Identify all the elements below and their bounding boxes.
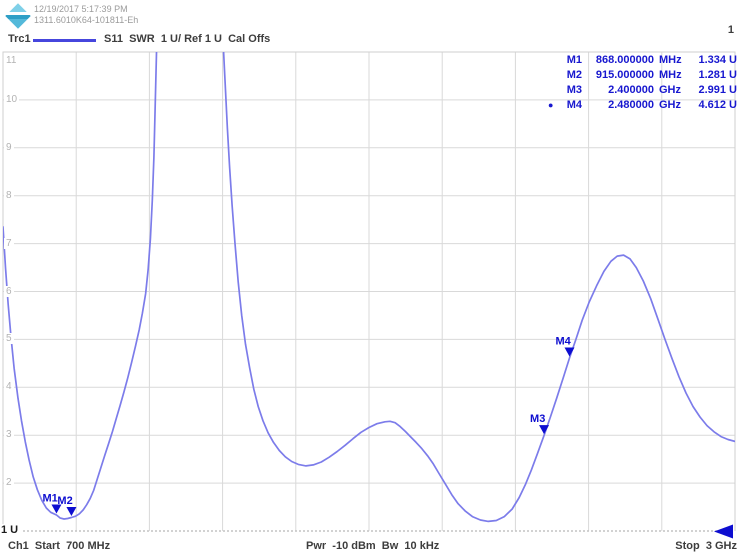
marker-freq: 868.000000 [595,54,654,66]
sweep-indicator-icon [714,524,733,539]
marker-dot [548,84,556,99]
marker-label-m2[interactable]: M2 [57,495,72,507]
y-tick-label: 4 [4,381,14,393]
marker-freq: 915.000000 [595,69,654,81]
marker-name: M4 [566,99,582,111]
trace-settings-label[interactable]: S11 SWR 1 U/ Ref 1 U Cal Offs [104,33,271,45]
y-tick-label: 9 [4,141,14,153]
marker-val: 1.334 U [698,54,737,66]
trace-legend-line [33,39,96,42]
channel-start-label[interactable]: Ch1 Start 700 MHz [8,540,111,552]
power-bandwidth-label[interactable]: Pwr -10 dBm Bw 10 kHz [306,540,440,552]
marker-dot [548,69,556,84]
y-tick-label: 8 [4,189,14,201]
y-tick-label: 7 [4,237,14,249]
marker-label-m1[interactable]: M1 [42,493,57,505]
marker-label-m3[interactable]: M3 [530,413,545,425]
marker-unit: GHz [659,84,681,96]
device-id-label: 1311.6010K64-101811-Eh [34,15,139,25]
marker-readout-table[interactable]: M1 868.000000 MHz 1.334 U M2 915.000000 MHz 1.2… [548,54,737,114]
marker-label-m4[interactable]: M4 [556,335,572,347]
reference-level-label[interactable]: 1 U [1,524,22,536]
marker-triangle-m1[interactable] [51,504,62,514]
marker-readout-row[interactable]: M1 868.000000 MHz 1.334 U [548,54,737,69]
trace-name-label[interactable]: Trc1 [8,33,31,45]
marker-freq: 2.480000 [608,99,654,111]
y-tick-label: 3 [4,429,14,441]
marker-name: M2 [566,69,582,81]
marker-name: M3 [566,84,582,96]
y-tick-label: 2 [4,477,14,489]
y-tick-label: 5 [4,333,14,345]
diagram-number-label: 1 [727,24,734,36]
marker-dot: ● [548,100,554,110]
marker-unit: MHz [659,69,682,81]
marker-freq: 2.400000 [608,84,654,96]
y-tick-label: 11 [4,55,19,66]
marker-triangle-m3[interactable] [539,425,550,435]
y-tick-label: 10 [4,93,20,105]
plot-border [2,51,736,531]
swr-trace [3,52,735,523]
marker-dot [548,54,556,69]
marker-name: M1 [566,54,582,66]
marker-triangle-m4[interactable] [564,347,575,357]
marker-triangle-m2[interactable] [66,507,77,517]
marker-readout-row[interactable]: M3 2.400000 GHz 2.991 U [548,84,737,99]
datetime-label: 12/19/2017 5:17:39 PM [34,4,128,14]
marker-val: 1.281 U [698,69,737,81]
marker-readout-row[interactable]: M2 915.000000 MHz 1.281 U [548,69,737,84]
stop-frequency-label[interactable]: Stop 3 GHz [675,540,737,552]
marker-val: 4.612 U [698,99,737,111]
marker-unit: MHz [659,54,682,66]
marker-unit: GHz [659,99,681,111]
marker-readout-row[interactable]: ● M4 2.480000 GHz 4.612 U [548,99,737,114]
y-tick-label: 6 [4,285,14,297]
marker-val: 2.991 U [698,84,737,96]
